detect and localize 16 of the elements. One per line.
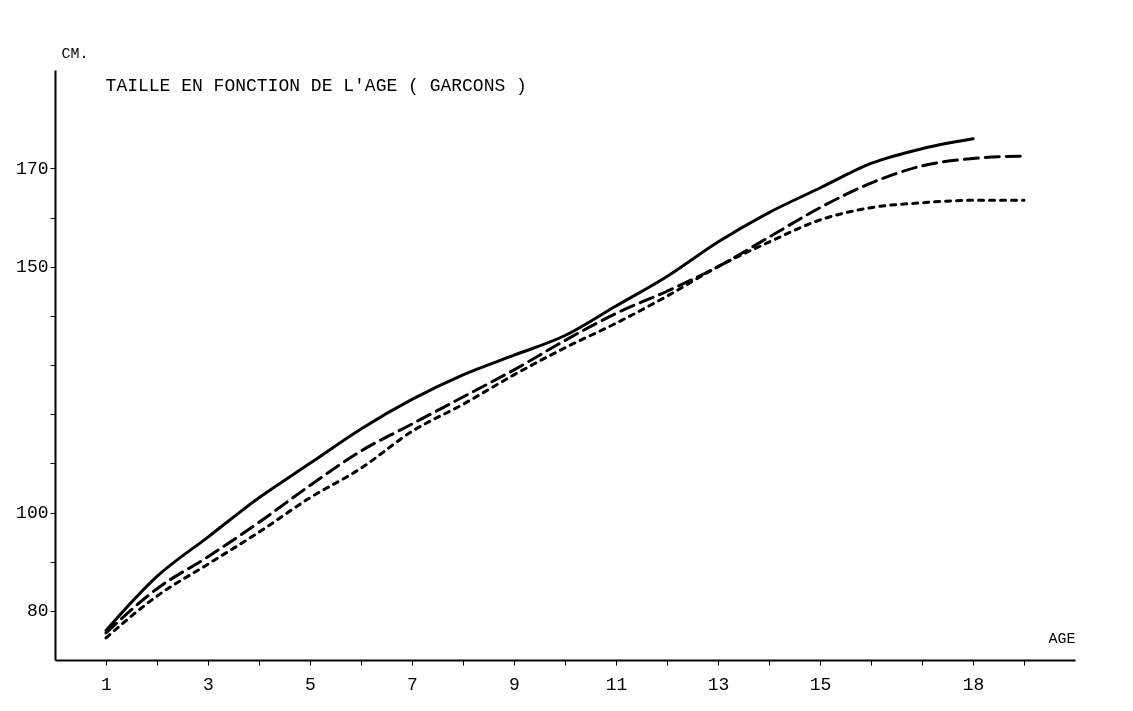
- x-tick-label: 3: [203, 674, 214, 695]
- chart-title: TAILLE EN FONCTION DE L'AGE ( GARCONS ): [105, 76, 527, 96]
- y-tick-label: 100: [16, 503, 49, 523]
- x-axis-title: AGE: [1048, 630, 1076, 648]
- x-tick-label: 9: [509, 674, 520, 695]
- x-tick-label: 13: [707, 674, 730, 695]
- x-tick-label: 15: [809, 674, 832, 695]
- x-tick-label: 18: [962, 674, 985, 695]
- x-tick-label: 5: [305, 674, 316, 695]
- x-tick-label: 7: [407, 674, 418, 695]
- x-tick-label: 11: [605, 674, 628, 695]
- y-tick-label: 80: [26, 601, 49, 622]
- y-tick-label: 150: [16, 257, 49, 278]
- x-tick-label: 1: [101, 674, 112, 695]
- y-axis-title: CM.: [61, 45, 89, 63]
- y-tick-label: 170: [16, 158, 49, 179]
